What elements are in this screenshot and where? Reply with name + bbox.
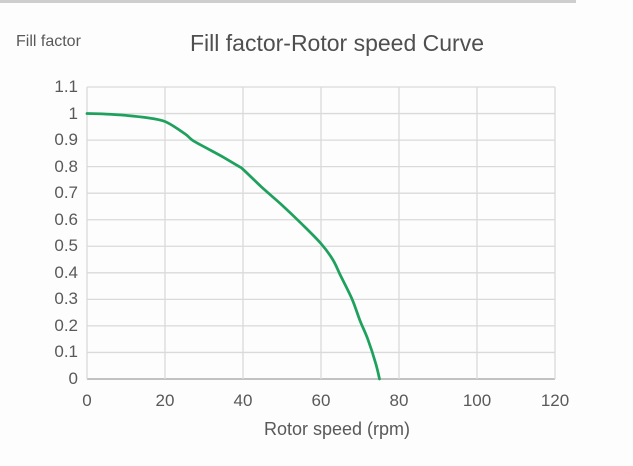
x-axis-title: Rotor speed (rpm): [263, 419, 411, 439]
y-tick-label: 0.2: [54, 315, 78, 335]
x-tick-label: 60: [311, 391, 331, 410]
y-tick-label: 0.5: [54, 236, 78, 256]
y-tick-label: 0: [68, 369, 78, 388]
screenshot-top-edge: [0, 0, 576, 3]
y-tick-label: 0.4: [54, 262, 78, 282]
x-tick-label: 80: [389, 391, 409, 410]
chart-title: Fill factor-Rotor speed Curve: [190, 30, 484, 56]
x-tick-label: 0: [82, 391, 92, 410]
y-tick-label: 0.9: [54, 130, 78, 150]
y-tick-label: 1.1: [54, 77, 78, 96]
y-axis-title: Fill factor: [16, 33, 81, 50]
x-tick-label: 40: [233, 391, 253, 410]
y-tick-label: 1: [68, 103, 78, 123]
y-tick-label: 0.1: [54, 342, 78, 362]
x-tick-label: 20: [155, 391, 175, 410]
x-tick-label: 100: [462, 391, 492, 410]
y-tick-label: 0.7: [54, 183, 78, 203]
series-line: [85, 112, 381, 381]
x-tick-label: 120: [540, 391, 570, 410]
y-tick-label: 0.6: [54, 209, 78, 229]
y-tick-label: 0.8: [54, 156, 78, 176]
y-tick-label: 0.3: [54, 289, 78, 309]
